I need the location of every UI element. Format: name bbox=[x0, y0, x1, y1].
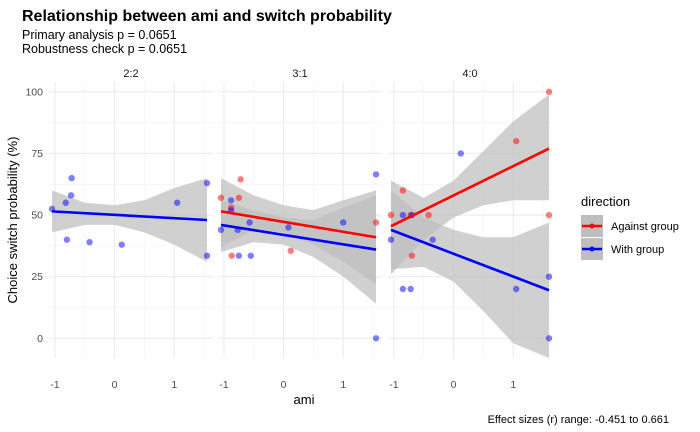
data-point-with-group bbox=[429, 236, 436, 243]
data-point-with-group bbox=[62, 199, 69, 206]
chart-caption: Effect sizes (r) range: -0.451 to 0.661 bbox=[488, 414, 669, 426]
legend-title: direction bbox=[581, 194, 630, 209]
data-point-with-group bbox=[399, 211, 407, 219]
legend-label-with-group: With group bbox=[611, 244, 664, 256]
data-point-against-group bbox=[545, 88, 553, 96]
legend: direction Against group With group bbox=[581, 194, 679, 260]
x-tick-label: -1 bbox=[50, 379, 59, 391]
x-tick-label: 1 bbox=[171, 379, 177, 391]
y-tick-label: 75 bbox=[31, 148, 43, 160]
x-axis-label: ami bbox=[294, 392, 315, 407]
data-point-against-group bbox=[217, 194, 225, 202]
confidence-band-with-group bbox=[51, 178, 208, 262]
data-point-with-group bbox=[285, 224, 292, 231]
data-point-with-group bbox=[174, 199, 181, 206]
fit-line-with-group bbox=[390, 228, 550, 292]
y-tick-label: 0 bbox=[37, 333, 43, 345]
data-point-against-group bbox=[228, 252, 235, 259]
data-point-against-group bbox=[287, 247, 294, 255]
confidence-band-with-group bbox=[390, 190, 550, 358]
data-point-with-group bbox=[246, 219, 253, 226]
chart-subtitle-line-2: Robustness check p = 0.0651 bbox=[22, 42, 187, 56]
facet-strip-label: 3:1 bbox=[292, 68, 307, 80]
panel-3-1: 3:1 bbox=[217, 68, 382, 358]
data-point-with-group bbox=[203, 179, 211, 187]
data-point-with-group bbox=[387, 236, 395, 243]
data-point-against-group bbox=[237, 176, 244, 183]
data-point-against-group bbox=[399, 187, 407, 194]
x-tick-label: 0 bbox=[451, 379, 457, 391]
y-tick-label: 100 bbox=[25, 86, 43, 98]
x-tick-label: 1 bbox=[510, 379, 516, 391]
legend-dot-with-group bbox=[589, 246, 595, 252]
confidence-band-with-group bbox=[220, 195, 377, 304]
data-point-with-group bbox=[217, 226, 225, 234]
legend-dot-against-group bbox=[589, 223, 595, 229]
data-point-against-group bbox=[408, 252, 416, 259]
y-axis-label: Choice switch probability (%) bbox=[5, 137, 20, 304]
fit-line-against-group bbox=[220, 210, 377, 239]
x-axes: -1 0 1 -1 0 1 -1 0 1 bbox=[50, 379, 516, 391]
legend-entry-against-group: Against group bbox=[581, 215, 679, 237]
data-point-with-group bbox=[340, 219, 347, 226]
legend-label-against-group: Against group bbox=[611, 221, 679, 233]
data-point-with-group bbox=[457, 150, 464, 157]
data-point-with-group bbox=[203, 252, 211, 259]
data-point-with-group bbox=[247, 252, 254, 259]
x-tick-label: 0 bbox=[281, 379, 287, 391]
data-point-against-group bbox=[235, 194, 243, 202]
data-point-with-group bbox=[372, 171, 380, 178]
facet-strip-label: 4:0 bbox=[462, 68, 477, 80]
data-point-with-group bbox=[399, 285, 407, 293]
panel-4-0: 4:0 bbox=[387, 68, 553, 358]
data-point-with-group bbox=[235, 252, 243, 259]
data-point-against-group bbox=[425, 211, 432, 219]
y-axis: 0 25 50 75 100 bbox=[25, 86, 43, 344]
y-tick-label: 50 bbox=[31, 210, 43, 222]
data-point-with-group bbox=[545, 335, 553, 342]
data-point-with-group bbox=[118, 241, 125, 248]
chart-title: Relationship between ami and switch prob… bbox=[22, 8, 392, 25]
data-point-with-group bbox=[63, 236, 71, 243]
facet-panels: 2:2 3:1 4:0 bbox=[48, 68, 553, 358]
data-point-with-group bbox=[68, 174, 75, 182]
x-tick-label: 1 bbox=[340, 379, 346, 391]
fit-line-with-group bbox=[51, 210, 208, 222]
x-tick-label: 0 bbox=[112, 379, 118, 391]
data-point-with-group bbox=[86, 238, 93, 246]
data-point-against-group bbox=[513, 137, 520, 145]
data-point-with-group bbox=[545, 273, 553, 280]
data-point-with-group bbox=[67, 192, 75, 199]
y-tick-label: 25 bbox=[31, 271, 43, 283]
x-tick-label: -1 bbox=[219, 379, 228, 391]
data-point-against-group bbox=[387, 211, 395, 219]
data-point-against-group bbox=[545, 211, 553, 219]
fit-line-with-group bbox=[220, 223, 377, 251]
legend-entry-with-group: With group bbox=[581, 238, 664, 260]
chart-subtitle-line-1: Primary analysis p = 0.0651 bbox=[22, 28, 177, 42]
data-point-with-group bbox=[227, 197, 235, 204]
x-tick-label: -1 bbox=[389, 379, 398, 391]
fit-line-against-group bbox=[390, 147, 550, 228]
facet-strip-label: 2:2 bbox=[123, 68, 138, 80]
data-point-with-group bbox=[372, 335, 380, 342]
data-point-against-group bbox=[372, 219, 380, 226]
data-point-with-group bbox=[407, 285, 414, 293]
data-point-with-group bbox=[513, 285, 520, 293]
panel-2-2: 2:2 bbox=[48, 68, 213, 358]
